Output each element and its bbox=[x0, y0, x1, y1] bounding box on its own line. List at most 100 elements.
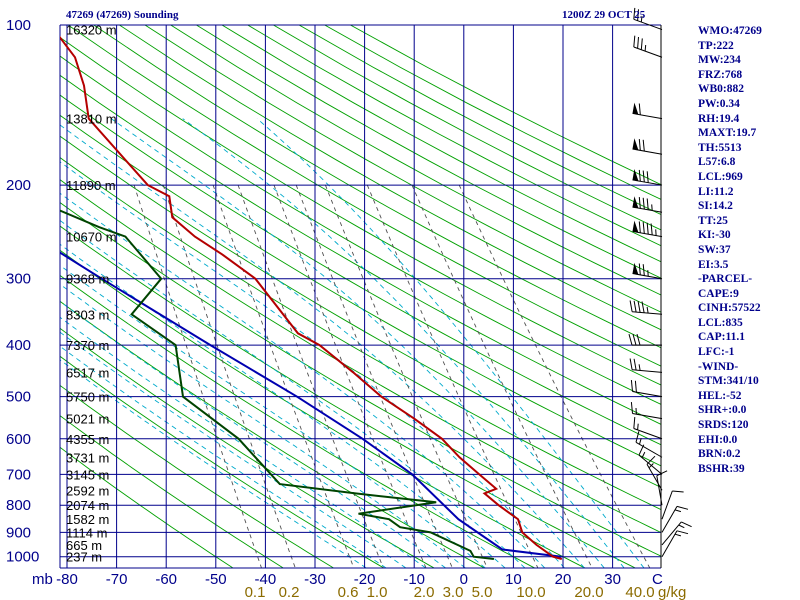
mixing-ratio-line bbox=[411, 184, 593, 568]
wind-barb-full bbox=[681, 521, 692, 528]
index-item: HEL:-52 bbox=[698, 389, 742, 402]
wind-barb-half bbox=[674, 509, 682, 513]
mixing-ratio-label: 3.0 bbox=[443, 584, 464, 600]
wind-barb-flag bbox=[632, 196, 639, 209]
index-item: SRDS:120 bbox=[698, 419, 749, 432]
index-item: CAP:11.1 bbox=[698, 331, 745, 344]
index-item: L57:6.8 bbox=[698, 156, 736, 169]
index-item: LCL:969 bbox=[698, 170, 743, 183]
index-item: FRZ:768 bbox=[698, 68, 743, 81]
wind-barb-full bbox=[638, 263, 641, 275]
wind-barb-full bbox=[646, 198, 649, 210]
temperature-tick-label: -10 bbox=[403, 571, 425, 588]
wind-barb-staff bbox=[633, 428, 663, 440]
height-label: 4355 m bbox=[66, 432, 109, 447]
pressure-tick-label: 800 bbox=[6, 497, 31, 514]
dry-adiabat bbox=[60, 135, 661, 488]
wind-barb-full bbox=[633, 7, 636, 20]
wind-barb-full bbox=[632, 333, 637, 346]
wind-barb-full bbox=[646, 171, 649, 183]
profiles bbox=[60, 35, 563, 560]
height-label: 2592 m bbox=[66, 483, 109, 498]
wind-barb-staff bbox=[632, 391, 663, 398]
wind-barb-full bbox=[676, 505, 689, 510]
dry-adiabat bbox=[60, 55, 661, 405]
wind-barb-staff bbox=[661, 521, 682, 546]
dry-adiabat bbox=[118, 25, 661, 331]
index-item: TP:222 bbox=[698, 39, 734, 52]
dry-adiabat bbox=[60, 300, 486, 568]
wind-barb-full bbox=[638, 103, 641, 115]
wind-barb-staff bbox=[632, 311, 663, 315]
pressure-tick-label: 100 bbox=[6, 17, 31, 34]
wind-barb-staff bbox=[632, 369, 663, 373]
dewpoint-line bbox=[60, 209, 495, 560]
index-item: MW:234 bbox=[698, 54, 741, 67]
index-item: TT:25 bbox=[698, 214, 728, 227]
wind-barb-full bbox=[638, 169, 641, 182]
wind-barb-full bbox=[672, 490, 684, 493]
mixing-ratio-line bbox=[458, 184, 651, 568]
mixing-unit-label: g/kg bbox=[658, 584, 686, 600]
height-label: 9368 m bbox=[66, 272, 109, 287]
pressure-tick-label: 600 bbox=[6, 431, 31, 448]
wind-barb-full bbox=[656, 470, 668, 477]
wind-barb-full bbox=[633, 300, 637, 313]
wind-barb-full bbox=[629, 300, 633, 312]
pressure-tick-label: 300 bbox=[6, 271, 31, 288]
mixing-ratio-label: 0.1 bbox=[245, 584, 266, 600]
dry-adiabat bbox=[60, 355, 385, 568]
index-item: SI:14.2 bbox=[698, 200, 733, 213]
wind-barb-half bbox=[637, 423, 639, 430]
mixing-ratio-line bbox=[237, 184, 384, 568]
wind-barb-staff bbox=[632, 206, 663, 213]
temperature-tick-label: -20 bbox=[354, 571, 376, 588]
index-item: PW:0.34 bbox=[698, 97, 740, 110]
wind-barb-full bbox=[637, 301, 641, 313]
mixing-ratio-label: 20.0 bbox=[574, 584, 603, 600]
dry-adiabat bbox=[60, 36, 661, 386]
pressure-tick-label: 1000 bbox=[6, 549, 39, 566]
index-item: BSHR:39 bbox=[698, 462, 745, 475]
wind-barb-flag bbox=[632, 262, 639, 275]
height-label: 16320 m bbox=[66, 23, 117, 38]
mixing-ratio-label: 40.0 bbox=[625, 584, 654, 600]
wind-barb-flag bbox=[632, 220, 639, 233]
height-label: 237 m bbox=[66, 550, 102, 565]
mixing-ratio-label: 2.0 bbox=[414, 584, 435, 600]
dry-adiabat bbox=[60, 114, 661, 467]
index-item: MAXT:19.7 bbox=[698, 127, 757, 140]
dry-adiabat bbox=[60, 384, 335, 568]
dry-adiabat bbox=[246, 25, 661, 247]
wind-barb-full bbox=[642, 222, 645, 234]
mixing-ratio-line bbox=[162, 184, 296, 568]
height-label: 10670 m bbox=[66, 230, 117, 245]
height-label: 7370 m bbox=[66, 338, 109, 353]
dry-adiabat bbox=[60, 446, 234, 568]
wind-barb-flag bbox=[632, 138, 639, 151]
wind-barb-full bbox=[650, 223, 653, 235]
wind-barb-staff bbox=[638, 454, 663, 475]
wind-barb-full bbox=[676, 530, 689, 535]
dry-adiabat bbox=[60, 327, 436, 568]
temperature-tick-label: 20 bbox=[555, 571, 572, 588]
dry-adiabat bbox=[67, 25, 661, 367]
wind-barb-full bbox=[638, 221, 641, 233]
dry-adiabat bbox=[60, 201, 661, 557]
wind-barb-full bbox=[629, 358, 633, 370]
pressure-tick-label: 500 bbox=[6, 389, 31, 406]
index-item: -WIND- bbox=[698, 360, 739, 373]
wind-barb-staff bbox=[635, 441, 663, 458]
sounding-datetime: 1200Z 29 OCT 25 bbox=[562, 9, 646, 21]
wind-barb-staff bbox=[632, 413, 663, 420]
index-item: KI:-30 bbox=[698, 229, 731, 242]
pressure-unit-label: mb bbox=[32, 571, 53, 588]
temperature-tick-label: -40 bbox=[255, 571, 277, 588]
dry-adiabat bbox=[169, 25, 661, 296]
index-item: TH:5513 bbox=[698, 141, 742, 154]
wind-barb-half bbox=[639, 438, 642, 445]
dry-adiabat bbox=[92, 25, 661, 349]
pressure-tick-label: 700 bbox=[6, 466, 31, 483]
